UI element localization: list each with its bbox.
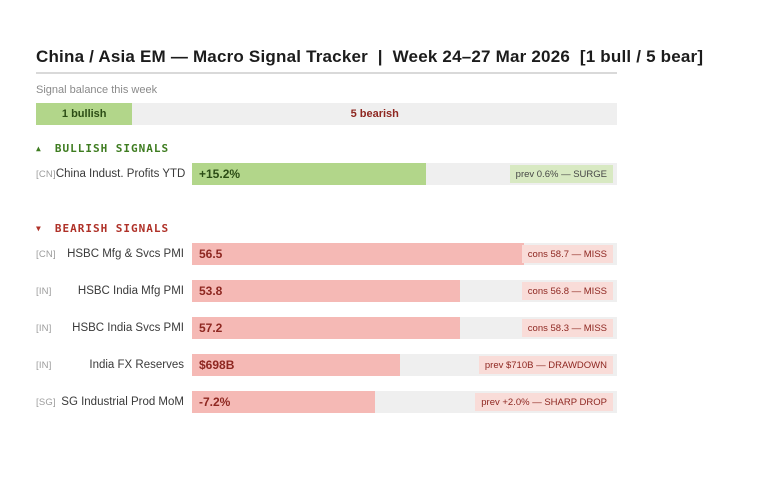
bearish-rows: [CN] HSBC Mfg & Svcs PMI 56.5 cons 58.7 …: [36, 243, 617, 413]
page-title: China / Asia EM — Macro Signal Tracker |…: [36, 47, 704, 66]
title-block: China / Asia EM — Macro Signal Tracker |…: [36, 0, 704, 74]
country-tag: [IN]: [36, 359, 52, 371]
signal-row: [IN] HSBC India Svcs PMI 57.2 cons 58.3 …: [36, 317, 617, 339]
balance-bullish-segment: 1 bullish: [36, 103, 133, 125]
bar-track: 57.2 cons 58.3 — MISS: [192, 317, 617, 339]
bar-track: $698B prev $710B — DRAWDOWN: [192, 354, 617, 376]
signal-balance-bar: 1 bullish 5 bearish: [36, 103, 617, 125]
bar-value: 56.5: [199, 247, 223, 261]
bar-track: +15.2% prev 0.6% — SURGE: [192, 163, 617, 185]
indicator-name: HSBC India Mfg PMI: [77, 285, 184, 297]
bar-fill: [192, 391, 375, 413]
bar-track: 53.8 cons 56.8 — MISS: [192, 280, 617, 302]
signal-row: [SG] SG Industrial Prod MoM -7.2% prev +…: [36, 391, 617, 413]
content-column: China / Asia EM — Macro Signal Tracker |…: [36, 0, 704, 413]
bar-value: -7.2%: [199, 395, 231, 409]
signal-row: [CN] China Indust. Profits YTD +15.2% pr…: [36, 163, 617, 185]
signal-row: [IN] India FX Reserves $698B prev $710B …: [36, 354, 617, 376]
bar-track: -7.2% prev +2.0% — SHARP DROP: [192, 391, 617, 413]
balance-bearish-segment: 5 bearish: [350, 108, 399, 120]
indicator-name: HSBC India Svcs PMI: [72, 322, 184, 334]
bar-track: 56.5 cons 58.7 — MISS: [192, 243, 617, 265]
indicator-name: HSBC Mfg & Svcs PMI: [67, 248, 184, 260]
row-label: [IN] India FX Reserves: [36, 359, 184, 371]
bar-note-badge: prev +2.0% — SHARP DROP: [475, 393, 613, 411]
indicator-name: India FX Reserves: [89, 359, 184, 371]
triangle-down-icon: ▼: [36, 224, 42, 233]
signal-row: [IN] HSBC India Mfg PMI 53.8 cons 56.8 —…: [36, 280, 617, 302]
bar-note-badge: cons 56.8 — MISS: [521, 282, 613, 300]
bar-value: $698B: [199, 358, 235, 372]
bearish-section-header: ▼ BEARISH SIGNALS: [36, 222, 617, 235]
country-tag: [CN]: [36, 168, 56, 180]
bar-note-badge: cons 58.7 — MISS: [521, 245, 613, 263]
bar-note-badge: cons 58.3 — MISS: [521, 319, 613, 337]
bar-fill: [192, 354, 401, 376]
triangle-up-icon: ▲: [36, 144, 42, 153]
country-tag: [IN]: [36, 285, 52, 297]
bar-fill: [192, 163, 426, 185]
indicator-name: China Indust. Profits YTD: [55, 168, 186, 180]
bullish-section-label: BULLISH SIGNALS: [54, 142, 170, 155]
bar-fill: [192, 317, 460, 339]
bar-value: 57.2: [199, 321, 223, 335]
bar-note-badge: prev 0.6% — SURGE: [509, 165, 613, 183]
row-label: [IN] HSBC India Mfg PMI: [36, 285, 184, 297]
bar-note-badge: prev $710B — DRAWDOWN: [478, 356, 613, 374]
country-tag: [SG]: [36, 396, 56, 408]
bar-value: 53.8: [199, 284, 223, 298]
indicator-name: SG Industrial Prod MoM: [61, 396, 184, 408]
row-label: [IN] HSBC India Svcs PMI: [36, 322, 184, 334]
row-label: [CN] HSBC Mfg & Svcs PMI: [36, 248, 184, 260]
row-label: [SG] SG Industrial Prod MoM: [36, 396, 184, 408]
bearish-section-label: BEARISH SIGNALS: [54, 222, 170, 235]
bar-fill: [192, 243, 524, 265]
bar-fill: [192, 280, 460, 302]
bullish-rows: [CN] China Indust. Profits YTD +15.2% pr…: [36, 163, 617, 185]
country-tag: [CN]: [36, 248, 56, 260]
signal-row: [CN] HSBC Mfg & Svcs PMI 56.5 cons 58.7 …: [36, 243, 617, 265]
country-tag: [IN]: [36, 322, 52, 334]
bullish-section-header: ▲ BULLISH SIGNALS: [36, 142, 617, 155]
signal-balance-caption: Signal balance this week: [36, 84, 158, 96]
bar-value: +15.2%: [199, 167, 241, 181]
row-label: [CN] China Indust. Profits YTD: [36, 168, 186, 180]
